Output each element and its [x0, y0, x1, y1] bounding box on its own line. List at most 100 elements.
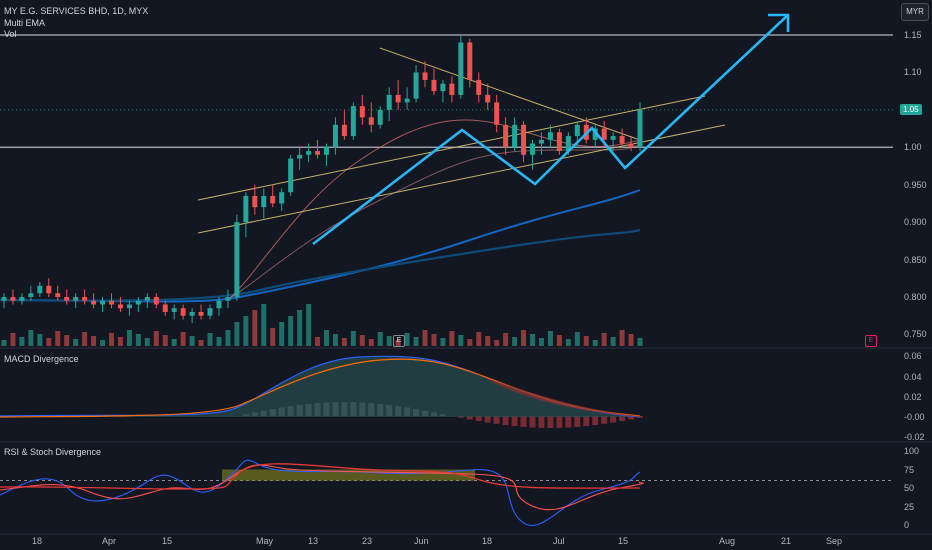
candle-body [368, 117, 374, 125]
volume-bar [556, 335, 562, 346]
falling-trendline [379, 47, 641, 141]
symbol-title[interactable]: MY E.G. SERVICES BHD, 1D, MYX [4, 6, 149, 16]
macd-histogram-bar [592, 416, 599, 426]
volume-bar [377, 332, 383, 346]
candle-body [431, 79, 437, 92]
candle-body [413, 72, 419, 99]
time-axis-label: Jun [414, 536, 429, 546]
volume-bar [46, 338, 52, 346]
time-axis-label: Apr [102, 536, 117, 546]
volume-bar [306, 304, 312, 346]
volume-bar [234, 322, 240, 346]
volume-bar [323, 330, 329, 346]
candle-body [82, 297, 88, 301]
volume-bar [28, 330, 34, 346]
candle-body [476, 79, 482, 95]
candle-body [171, 308, 177, 312]
candle-body [225, 297, 231, 301]
volume-bar [64, 335, 70, 346]
volume-bar [521, 330, 527, 346]
candle-body [19, 297, 25, 301]
candle-body [144, 297, 150, 301]
stoch-k-line [0, 459, 641, 527]
candle-body [350, 106, 356, 137]
volume-bar [449, 331, 455, 346]
volume-bar [637, 338, 643, 346]
macd-axis-label: 0.06 [904, 351, 922, 361]
indicator-multi-ema[interactable]: Multi EMA [4, 18, 46, 28]
candle-body [100, 300, 106, 305]
candle-body [153, 297, 159, 305]
candle-body [315, 151, 321, 155]
macd-axis-label: 0.02 [904, 392, 922, 402]
volume-bar [610, 337, 616, 346]
volume-bar [171, 339, 177, 346]
lower-trendline [197, 124, 726, 234]
volume-bar [592, 340, 598, 346]
candle-body [306, 151, 312, 155]
candle-body [279, 192, 285, 204]
macd-histogram-bar [520, 416, 527, 427]
candle-body [198, 311, 204, 316]
volume-bar [458, 335, 464, 346]
volume-bar [243, 316, 249, 346]
candle-body [503, 124, 509, 148]
candle-body [637, 109, 643, 148]
volume-bar [55, 331, 61, 346]
rsi-axis-label: 100 [904, 446, 920, 456]
rsi-overbought-fill [222, 469, 475, 481]
time-axis-label: Aug [719, 536, 736, 546]
volume-bar [117, 337, 123, 346]
volume-bar [565, 339, 571, 346]
volume-bar [207, 333, 213, 346]
candle-body [243, 195, 249, 223]
volume-bar [108, 333, 114, 346]
candle-body [601, 128, 607, 140]
volume-bar [37, 334, 43, 346]
ema-fast [229, 119, 641, 299]
volume-bar [100, 340, 106, 346]
volume-bar [126, 330, 132, 346]
time-axis-label: May [256, 536, 274, 546]
earnings-marker-future[interactable]: E [865, 335, 877, 347]
candle-body [288, 158, 294, 193]
rsi-label[interactable]: RSI & Stoch Divergence [4, 447, 102, 457]
macd-histogram-bar [628, 416, 635, 420]
ema-200 [0, 189, 641, 303]
volume-bar [368, 339, 374, 346]
candle-body [234, 222, 240, 297]
last-price-badge: 1.05 [900, 104, 922, 115]
upper-trendline [197, 95, 706, 201]
time-axis-label: 15 [618, 536, 629, 546]
candle-body [467, 42, 473, 80]
candle-body [10, 297, 16, 301]
time-axis-label: Sep [826, 536, 843, 546]
macd-histogram-bar [493, 416, 500, 424]
currency-button[interactable]: MYR [901, 3, 929, 21]
rsi-line [0, 463, 641, 490]
macd-label[interactable]: MACD Divergence [4, 354, 79, 364]
earnings-marker[interactable]: E [393, 335, 405, 347]
macd-axis-label: -0.00 [904, 412, 925, 422]
candle-body [332, 124, 338, 148]
macd-histogram-bar [484, 416, 491, 423]
candle-body [422, 72, 428, 80]
volume-bar [494, 340, 500, 346]
candle-body [108, 300, 114, 305]
rsi-axis-label: 75 [904, 464, 915, 475]
candle-body [440, 83, 446, 92]
volume-bar [288, 316, 294, 346]
volume-bar [225, 330, 231, 346]
candle-body [404, 98, 410, 103]
price-axis-label: 1.10 [904, 67, 922, 78]
projection-arrowhead [768, 13, 790, 32]
price-axis-label: 0.800 [904, 292, 927, 302]
volume-bar [413, 337, 419, 346]
indicator-volume[interactable]: Vol [4, 29, 17, 39]
volume-bar [297, 310, 303, 346]
volume-bar [467, 339, 473, 346]
candle-body [28, 293, 34, 297]
macd-axis-label: 0.04 [904, 372, 922, 382]
candle-body [207, 308, 213, 316]
